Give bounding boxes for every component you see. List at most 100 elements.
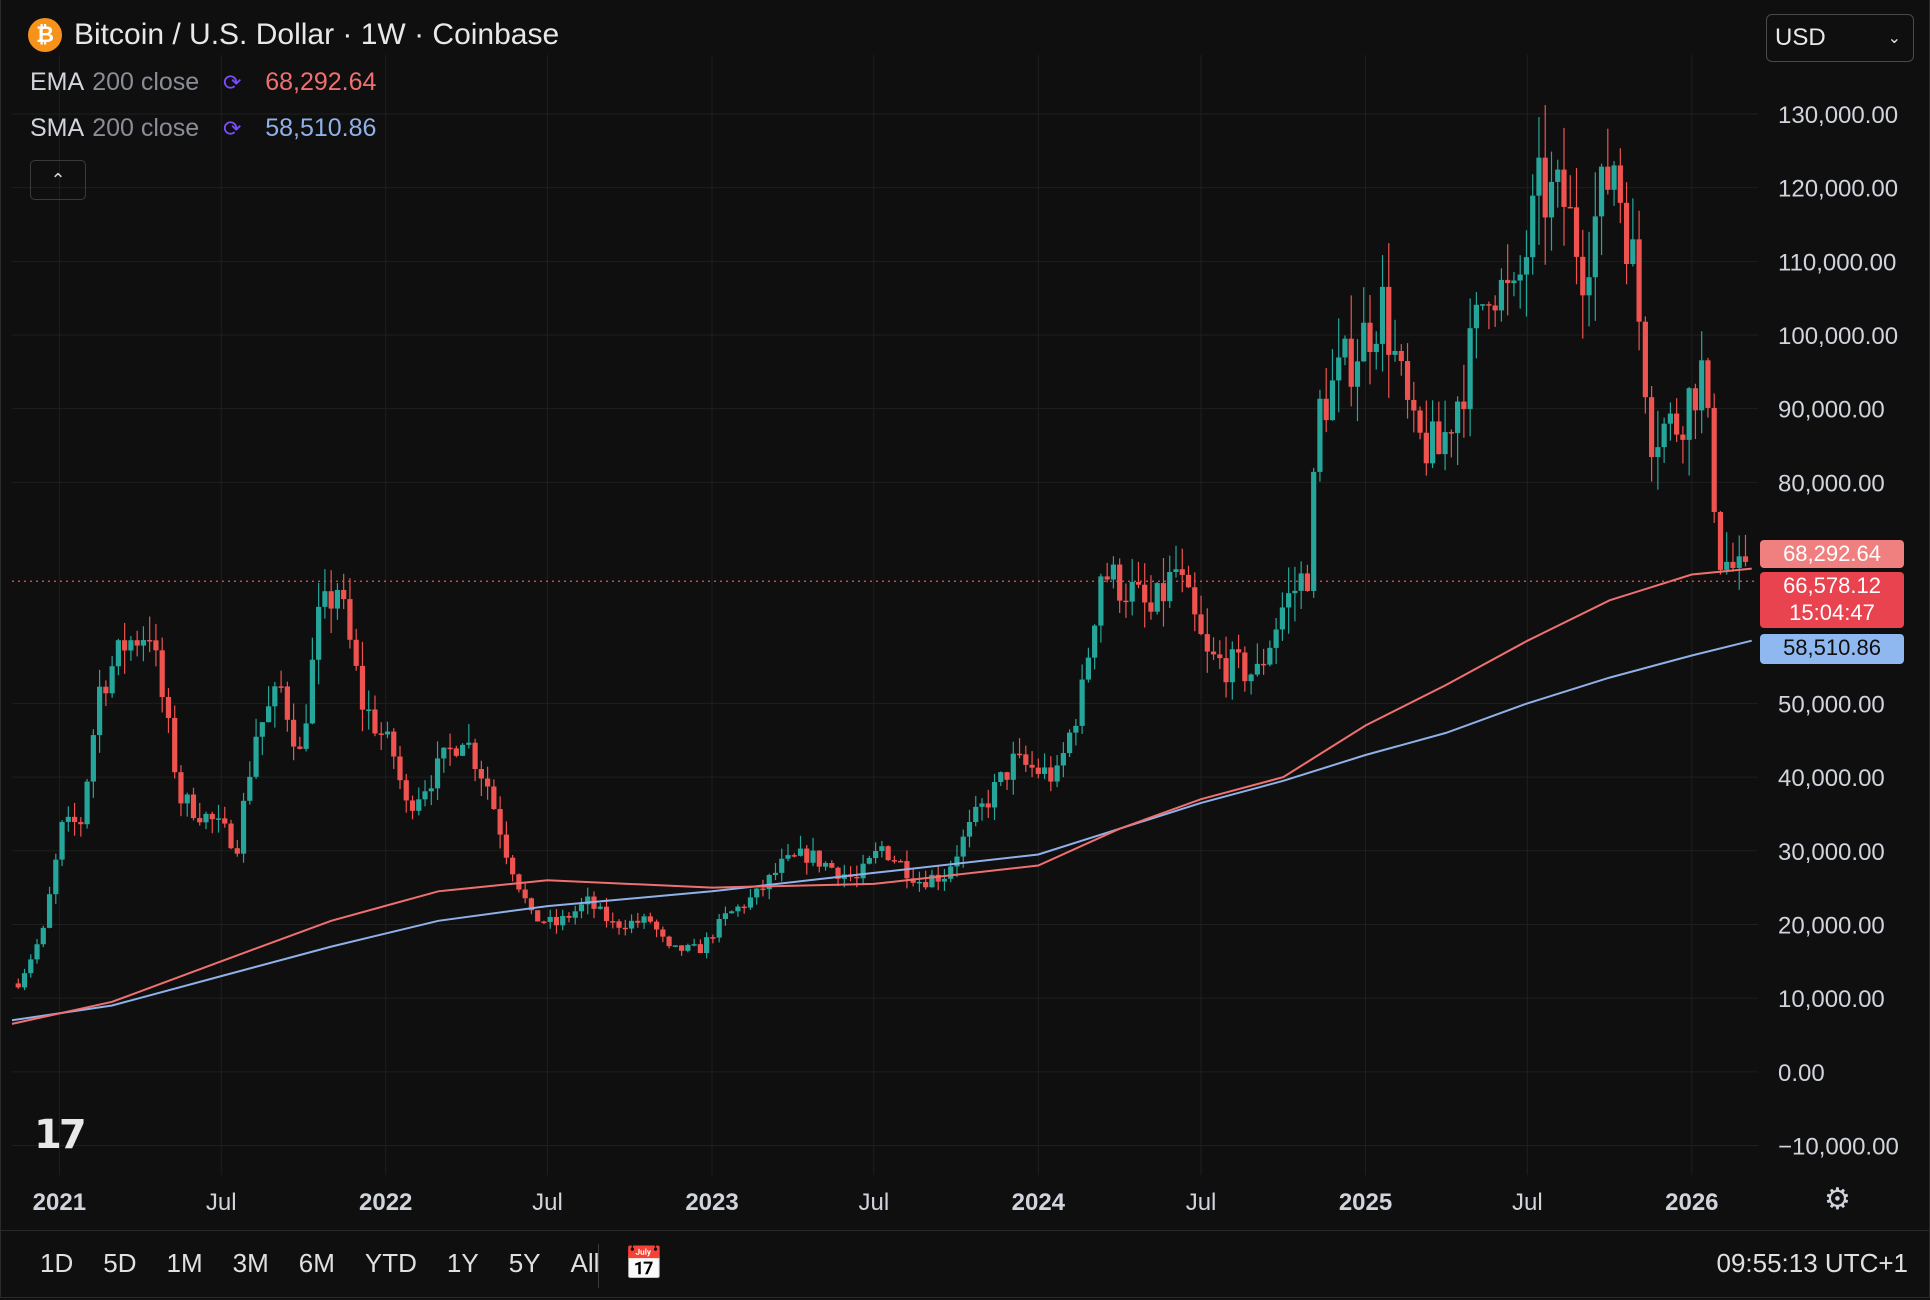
candle-body <box>1492 305 1498 311</box>
candle-body <box>1517 274 1523 281</box>
candle-body <box>635 920 641 923</box>
candle-body <box>1167 571 1173 602</box>
range-1d[interactable]: 1D <box>40 1248 74 1278</box>
candle-body <box>553 916 560 926</box>
candle-body <box>71 816 78 823</box>
candle-body <box>422 791 428 800</box>
candle-body <box>1373 343 1379 353</box>
candle-body <box>1179 569 1185 575</box>
indicator-value: 68,292.64 <box>265 68 377 96</box>
x-tick-label: Jul <box>1512 1189 1543 1216</box>
candle-body <box>1154 583 1160 612</box>
candle-body <box>1680 434 1686 440</box>
indicator-sma[interactable]: SMA 200 close ⟳ 58,510.86 <box>30 114 376 143</box>
range-1m[interactable]: 1M <box>166 1248 203 1278</box>
candle-body <box>585 896 591 905</box>
candle-body <box>1442 432 1448 455</box>
clock-timezone[interactable]: 09:55:13 UTC+1 <box>1716 1248 1908 1278</box>
range-5y[interactable]: 5Y <box>508 1248 541 1278</box>
indicator-ema[interactable]: EMA 200 close ⟳ 68,292.64 <box>30 68 376 97</box>
candle-body <box>822 863 829 867</box>
refresh-icon[interactable]: ⟳ <box>223 69 242 95</box>
candle-body <box>1142 584 1148 603</box>
candle-body <box>1573 207 1580 257</box>
candle-body <box>428 788 434 792</box>
candle-body <box>1217 654 1223 659</box>
candle-body <box>747 897 754 908</box>
candle-body <box>1317 398 1323 472</box>
candle-body <box>459 744 466 756</box>
candle-body <box>1611 165 1617 190</box>
candle-body <box>628 920 635 929</box>
candle-body <box>1724 561 1730 570</box>
candle-body <box>1398 350 1404 362</box>
candle-body <box>716 919 722 938</box>
go-to-date-calendar-icon[interactable]: 📅 <box>624 1245 664 1281</box>
candle-body <box>1354 361 1361 387</box>
candle-body <box>140 640 147 646</box>
candle-body <box>660 929 666 937</box>
candle-body <box>1029 764 1035 768</box>
candle-body <box>234 848 240 854</box>
candle-body <box>228 823 234 849</box>
range-ytd[interactable]: YTD <box>364 1248 417 1278</box>
range-3m[interactable]: 3M <box>232 1248 269 1278</box>
candle-body <box>1736 556 1742 568</box>
tradingview-logo-icon[interactable]: 17 <box>34 1112 87 1158</box>
candle-body <box>1123 600 1129 603</box>
candle-body <box>297 746 303 749</box>
candle-body <box>672 945 678 947</box>
range-6m[interactable]: 6M <box>298 1248 335 1278</box>
candle-body <box>879 846 885 851</box>
range-1y[interactable]: 1Y <box>446 1248 479 1278</box>
candle-body <box>1742 556 1749 562</box>
range-all[interactable]: All <box>570 1248 600 1278</box>
symbol-title[interactable]: Bitcoin / U.S. Dollar · 1W · Coinbase <box>74 18 560 51</box>
bottom-toolbar <box>0 1230 1930 1300</box>
candle-body <box>791 855 797 857</box>
candle-body <box>90 735 96 782</box>
candle-body <box>916 881 923 884</box>
candle-body <box>1148 602 1154 612</box>
candle-body <box>516 874 522 890</box>
candle-body <box>679 945 685 951</box>
candle-body <box>1592 216 1598 278</box>
x-tick-label: 2023 <box>685 1189 738 1216</box>
candle-body <box>1110 564 1117 580</box>
candle-body <box>1135 581 1142 585</box>
settings-gear-icon[interactable]: ⚙ <box>1824 1183 1851 1216</box>
y-tick-label: 80,000.00 <box>1778 470 1885 497</box>
candle-body <box>1649 397 1655 458</box>
candle-body <box>1085 657 1091 680</box>
candle-body <box>1586 277 1592 296</box>
candle-body <box>685 944 691 951</box>
candle-body <box>184 794 190 804</box>
candle-body <box>547 916 553 922</box>
candle-body <box>854 876 860 879</box>
y-tick-label: 90,000.00 <box>1778 397 1885 424</box>
candle-body <box>1248 674 1254 682</box>
candle-body <box>1286 593 1292 608</box>
collapse-legend-button[interactable]: ⌃ <box>30 160 86 200</box>
price-chart[interactable]: −10,000.00 0.00 10,000.00 20,000.00 30,000.0… <box>0 0 1930 1230</box>
candle-body <box>754 888 760 898</box>
candle-body <box>353 639 359 666</box>
candle-body <box>1079 679 1085 726</box>
candle-body <box>998 772 1004 782</box>
candle-body <box>1035 767 1041 774</box>
candle-body <box>172 717 178 773</box>
candle-body <box>816 850 822 867</box>
candle-body <box>46 894 53 928</box>
range-5d[interactable]: 5D <box>103 1248 137 1278</box>
candle-body <box>497 809 503 835</box>
candle-body <box>985 803 991 808</box>
refresh-icon[interactable]: ⟳ <box>223 115 242 141</box>
candle-body <box>209 813 215 820</box>
candle-body <box>666 936 672 947</box>
candle-body <box>115 640 121 667</box>
candle-body <box>1642 321 1648 398</box>
candle-body <box>334 589 341 609</box>
candle-body <box>1311 471 1317 591</box>
candle-body <box>397 756 403 781</box>
currency-select[interactable]: USD ⌄ <box>1766 14 1914 62</box>
